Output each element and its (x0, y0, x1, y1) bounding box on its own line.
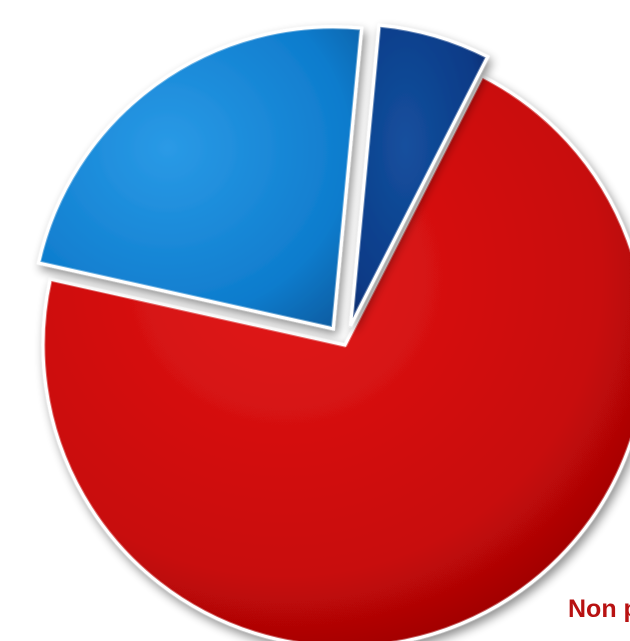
pie-slice-group-0 (40, 73, 630, 641)
pie-slice-group-2 (348, 22, 491, 329)
pie-slice-0 (41, 73, 630, 641)
pie-slice-group-1 (36, 24, 365, 332)
pie-slice-rim-1 (36, 24, 365, 332)
pie-slice-rim-2 (348, 22, 491, 329)
pie-slice-rim-0 (40, 73, 630, 641)
pie-slice-1 (36, 25, 364, 331)
pie-slice-2 (349, 23, 490, 327)
pie-slice-label-0: Non pas (568, 595, 630, 623)
